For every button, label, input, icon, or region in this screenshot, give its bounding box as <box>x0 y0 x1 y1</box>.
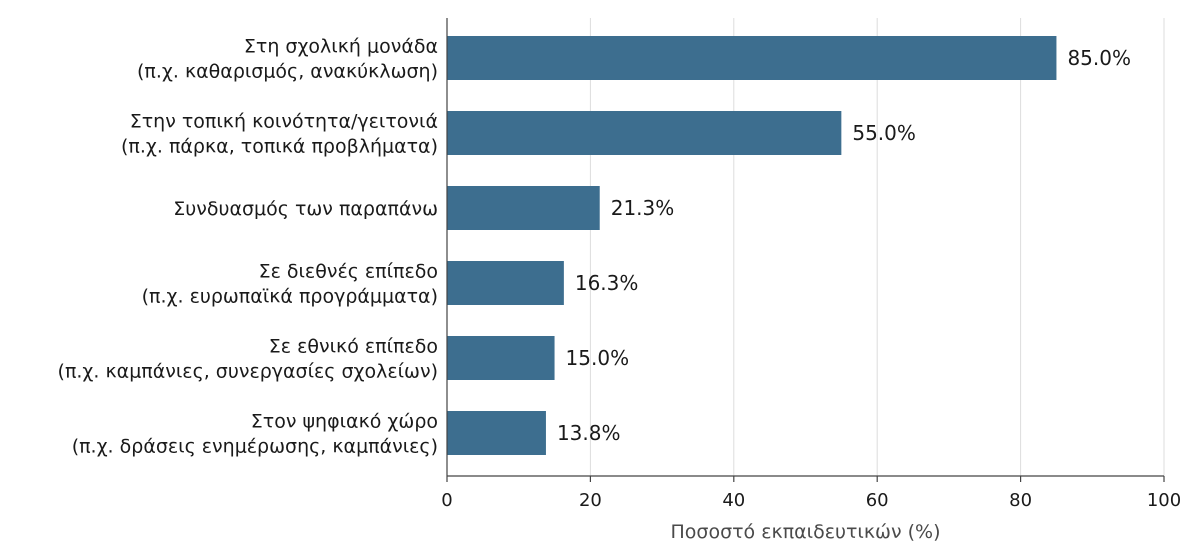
x-axis-title: Ποσοστό εκπαιδευτικών (%) <box>671 521 941 543</box>
x-tick-label-100: 100 <box>1147 490 1181 511</box>
bar-6 <box>447 411 546 455</box>
value-label-4: 16.3% <box>575 271 639 295</box>
x-axis: 0 20 40 60 80 100 <box>441 18 1181 511</box>
bar-3 <box>447 186 600 230</box>
x-tick-label-40: 40 <box>722 490 745 511</box>
category-label-3: Συνδυασμός των παραπάνω <box>173 198 438 220</box>
bar-2 <box>447 111 842 155</box>
category-label-1: Στη σχολική μονάδα (π.χ. καθαρισμός, ανακ… <box>137 36 438 83</box>
category-label-4: Σε διεθνές επίπεδο (π.χ. ευρωπαϊκά προγρά… <box>142 261 438 308</box>
bars <box>447 36 1057 455</box>
bar-4 <box>447 261 564 305</box>
value-label-6: 13.8% <box>557 421 621 445</box>
grid-lines <box>446 18 1165 476</box>
value-label-5: 15.0% <box>566 346 630 370</box>
category-label-6: Στον ψηφιακό χώρο (π.χ. δράσεις ενημέρωση… <box>72 411 438 458</box>
x-tick-label-0: 0 <box>441 490 452 511</box>
x-tick-label-80: 80 <box>1009 490 1032 511</box>
x-tick-label-60: 60 <box>866 490 889 511</box>
value-labels: 85.0% 55.0% 21.3% 16.3% 15.0% 13.8% <box>557 46 1131 445</box>
category-label-5: Σε εθνικό επίπεδο (π.χ. καμπάνιες, συνεργ… <box>58 336 438 383</box>
category-label-2: Στην τοπική κοινότητα/γειτονιά (π.χ. πάρκ… <box>121 111 438 158</box>
bar-1 <box>447 36 1057 80</box>
bar-5 <box>447 336 555 380</box>
value-label-1: 85.0% <box>1067 46 1131 70</box>
value-label-2: 55.0% <box>852 121 916 145</box>
value-label-3: 21.3% <box>611 196 675 220</box>
x-tick-label-20: 20 <box>579 490 602 511</box>
category-labels: Στη σχολική μονάδα (π.χ. καθαρισμός, ανακ… <box>58 36 438 458</box>
